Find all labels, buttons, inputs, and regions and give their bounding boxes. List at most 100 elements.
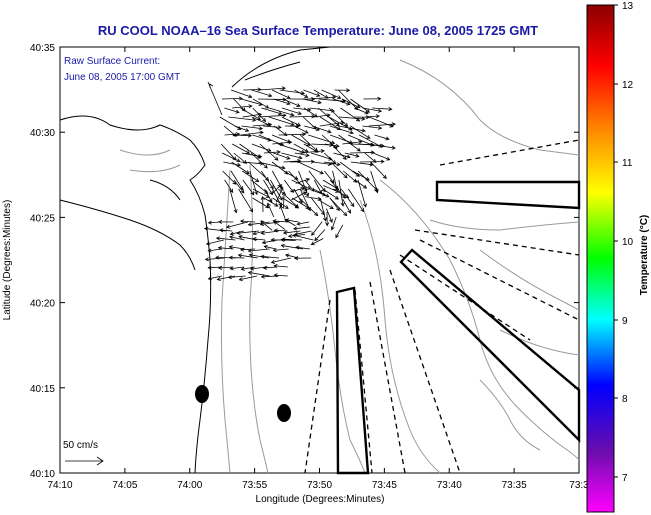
current-vector [294, 152, 310, 156]
current-vector [260, 221, 280, 225]
current-vector [372, 152, 390, 161]
current-vector-head [250, 191, 255, 196]
current-vector [282, 98, 301, 107]
current-vector-head [274, 156, 279, 161]
current-vector [260, 170, 274, 189]
scale-arrowhead [96, 456, 104, 466]
current-vector [240, 220, 256, 223]
current-vector-head [239, 247, 245, 252]
current-vector-head [290, 112, 295, 117]
current-vector-head [282, 230, 288, 235]
current-vector-head [345, 194, 350, 198]
current-vector [368, 123, 396, 127]
current-vector-head [340, 202, 345, 207]
current-vector [279, 205, 286, 219]
current-vector-head [260, 274, 265, 279]
x-tick-label: 73:45 [372, 480, 397, 491]
current-vector [268, 116, 295, 126]
current-vector [258, 87, 286, 91]
current-vector [323, 152, 336, 164]
current-vector-head [282, 113, 287, 118]
current-vector-head [229, 235, 234, 240]
current-vector-head [362, 184, 368, 189]
annotation-pointer [207, 81, 223, 116]
current-vector-head [346, 154, 351, 159]
current-vector [333, 98, 350, 105]
current-vector-head [265, 176, 270, 181]
current-vector [217, 275, 236, 280]
y-tick-label: 40:25 [30, 213, 55, 224]
current-vector [295, 178, 310, 184]
current-vector [240, 248, 256, 251]
current-vector [329, 197, 340, 211]
current-vector-head [316, 93, 321, 97]
current-vector [293, 188, 303, 204]
current-vector [233, 179, 245, 194]
current-vector [330, 161, 348, 179]
current-vector-head [335, 189, 340, 193]
current-vector [322, 188, 339, 200]
current-vector [294, 125, 309, 134]
current-vector [326, 208, 333, 223]
current-vector [234, 125, 249, 132]
current-vector-head [380, 159, 385, 164]
current-vector [293, 234, 314, 241]
current-vector [331, 216, 337, 230]
current-vector-head [243, 159, 248, 164]
current-vector-head [302, 191, 307, 196]
current-vector [272, 141, 292, 145]
current-vector-head [247, 270, 252, 275]
current-vector [228, 275, 246, 278]
current-vector [313, 89, 329, 99]
current-vector-head [325, 193, 330, 198]
current-vector [370, 161, 387, 179]
current-vector-head [268, 93, 273, 98]
current-vector [271, 89, 291, 99]
current-vector-head [349, 130, 354, 135]
x-tick-label: 74:05 [112, 480, 137, 491]
current-vector-head [260, 254, 265, 259]
coastline-inner [149, 179, 181, 201]
current-vector-head [347, 209, 351, 214]
current-vector [308, 96, 336, 100]
current-vector [297, 221, 310, 225]
current-vector [252, 134, 271, 141]
current-vector-head [207, 265, 212, 270]
current-vector-head [252, 231, 257, 236]
current-vector [293, 107, 311, 111]
current-vector [277, 143, 305, 154]
current-vector-head [305, 192, 310, 197]
x-axis-label: Longitude (Degrees:Minutes) [256, 494, 385, 505]
current-vector-head [374, 189, 379, 194]
current-vector [230, 170, 244, 190]
current-vector [311, 152, 332, 160]
current-vector-head [281, 237, 286, 242]
current-vector-head [326, 113, 331, 118]
current-vector [350, 161, 373, 166]
current-vector-head [332, 95, 337, 100]
current-vector [238, 188, 253, 213]
current-vector-head [290, 122, 295, 126]
current-vector [240, 131, 264, 136]
current-vector-head [260, 231, 265, 236]
x-tick-label: 73:35 [502, 480, 527, 491]
current-vector [208, 248, 222, 252]
current-vector-head [294, 175, 299, 180]
current-vector [233, 152, 247, 164]
current-vector [304, 196, 321, 200]
current-vector [241, 98, 263, 106]
current-vector [233, 98, 246, 112]
current-vector [264, 245, 277, 250]
current-vector [281, 107, 302, 115]
current-vector [243, 88, 261, 91]
current-vector-head [335, 234, 340, 239]
current-vector-head [344, 122, 349, 127]
current-vector-head [277, 184, 282, 189]
current-vector-head [268, 198, 273, 203]
colorbar-tick-label: 7 [622, 473, 628, 484]
current-vector [253, 230, 266, 235]
current-vector [252, 238, 266, 241]
current-vector-head [334, 195, 340, 200]
current-vector-head [346, 88, 351, 93]
current-vector-head [297, 111, 302, 116]
